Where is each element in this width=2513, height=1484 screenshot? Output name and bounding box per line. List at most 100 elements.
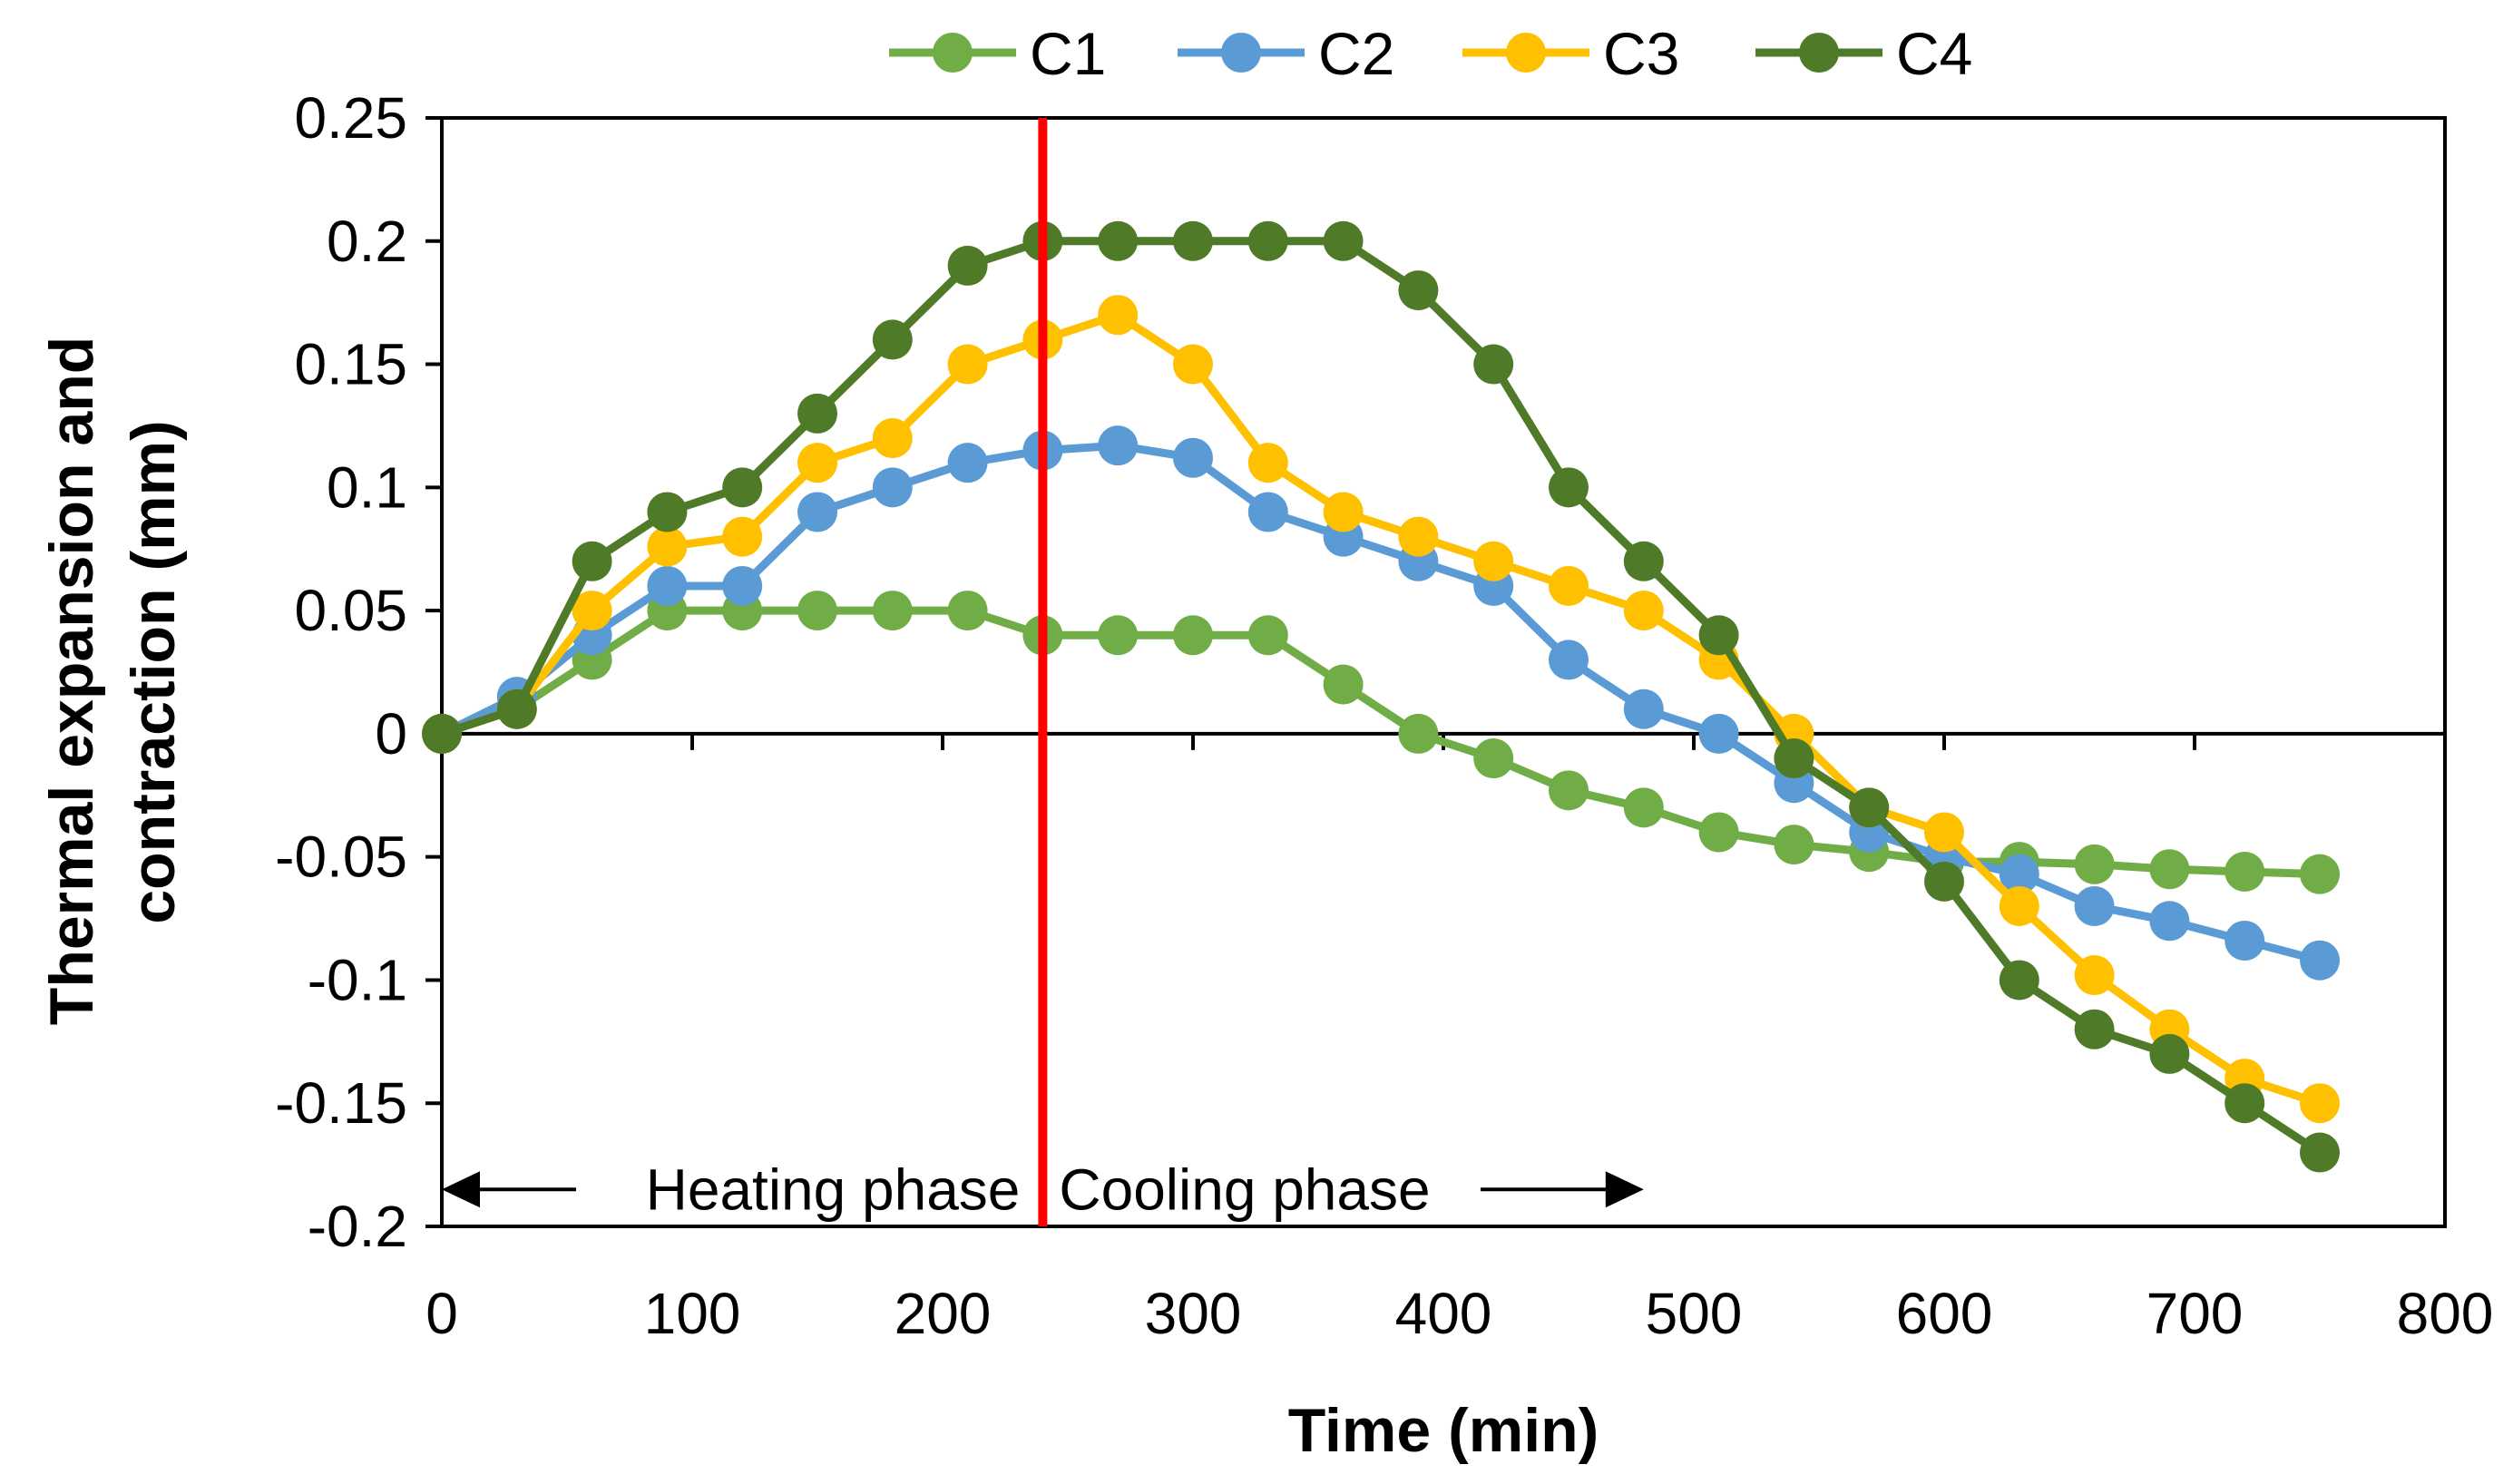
x-tick-label: 0 — [425, 1281, 458, 1346]
data-point — [2000, 960, 2039, 1000]
x-tick-label: 600 — [1896, 1281, 1993, 1346]
data-point — [2149, 901, 2189, 941]
y-axis-title: Thermal expansion and contraction (mm) — [37, 319, 188, 1025]
y-tick-label: 0 — [375, 701, 407, 766]
data-point — [2075, 886, 2115, 926]
legend-label: C1 — [1030, 20, 1106, 87]
heating-arrow-head — [442, 1171, 480, 1207]
data-point — [1699, 615, 1739, 655]
y-tick-label: 0.2 — [327, 209, 407, 274]
heating-phase-label: Heating phase — [646, 1157, 1021, 1222]
data-point — [2300, 1083, 2340, 1123]
data-point — [797, 443, 837, 483]
data-point — [1248, 615, 1288, 655]
data-point — [497, 689, 537, 729]
series-line-c4 — [442, 241, 2320, 1153]
data-point — [1774, 825, 1814, 864]
data-point — [1473, 542, 1513, 581]
y-tick-label: -0.2 — [308, 1194, 407, 1259]
y-tick-label: 0.05 — [294, 578, 407, 643]
data-point — [1173, 615, 1213, 655]
data-point — [1699, 714, 1739, 754]
data-point — [1849, 787, 1889, 827]
legend-swatch-marker — [1799, 33, 1839, 73]
y-tick-label: -0.1 — [308, 947, 407, 1012]
data-point — [572, 542, 612, 581]
data-point — [1398, 517, 1438, 557]
data-point — [1324, 492, 1364, 532]
data-point — [1549, 566, 1589, 606]
y-tick-label: -0.05 — [275, 825, 407, 890]
data-point — [1624, 542, 1664, 581]
cooling-arrow-head — [1606, 1171, 1644, 1207]
x-tick-label: 100 — [644, 1281, 741, 1346]
legend-entry-c1: C1 — [889, 20, 1106, 87]
data-point — [797, 394, 837, 434]
legend: C1 C2 C3 C4 — [889, 20, 1972, 87]
legend-label: C2 — [1318, 20, 1394, 87]
data-point — [647, 492, 687, 532]
data-point — [1173, 345, 1213, 385]
legend-swatch-marker — [933, 33, 973, 73]
data-point — [2000, 886, 2039, 926]
data-point — [2225, 921, 2264, 961]
y-tick-label: 0.1 — [327, 454, 407, 520]
data-point — [797, 492, 837, 532]
y-axis-title-line-2: contraction (mm) — [119, 420, 188, 923]
series-layer — [422, 221, 2340, 1173]
y-axis-title-line-1: Thermal expansion and — [37, 337, 106, 1026]
data-point — [647, 566, 687, 606]
data-point — [2149, 849, 2189, 889]
data-point — [948, 591, 988, 630]
data-point — [1774, 738, 1814, 778]
data-point — [422, 714, 462, 754]
data-point — [2225, 852, 2264, 892]
x-tick-label: 500 — [1646, 1281, 1743, 1346]
legend-entry-c2: C2 — [1178, 20, 1394, 87]
legend-swatch-marker — [1506, 33, 1546, 73]
legend-swatch-marker — [1221, 33, 1261, 73]
data-point — [1699, 813, 1739, 853]
plot-area — [442, 118, 2445, 1226]
data-point — [873, 319, 913, 359]
data-point — [2075, 1010, 2115, 1050]
data-point — [1098, 615, 1138, 655]
series-c2 — [422, 425, 2340, 981]
data-point — [1924, 813, 1964, 853]
series-c1 — [422, 591, 2340, 894]
data-point — [2075, 845, 2115, 884]
x-tick-label: 300 — [1145, 1281, 1242, 1346]
data-point — [1473, 345, 1513, 385]
data-point — [1624, 591, 1664, 630]
data-point — [1173, 438, 1213, 478]
data-point — [1549, 639, 1589, 679]
data-point — [1248, 221, 1288, 261]
data-point — [1924, 862, 1964, 902]
data-point — [873, 418, 913, 458]
data-point — [1098, 295, 1138, 335]
data-point — [1248, 443, 1288, 483]
y-tick-label: 0.25 — [294, 85, 407, 151]
data-point — [1324, 665, 1364, 705]
x-tick-label: 400 — [1395, 1281, 1492, 1346]
data-point — [722, 517, 762, 557]
data-point — [722, 566, 762, 606]
data-point — [2300, 854, 2340, 894]
x-tick-label: 800 — [2397, 1281, 2494, 1346]
legend-label: C4 — [1896, 20, 1972, 87]
data-point — [2225, 1083, 2264, 1123]
legend-entry-c4: C4 — [1755, 20, 1972, 87]
y-tick-label: -0.15 — [275, 1070, 407, 1136]
data-point — [873, 467, 913, 507]
y-tick-label: 0.15 — [294, 332, 407, 397]
legend-label: C3 — [1603, 20, 1679, 87]
x-tick-label: 700 — [2146, 1281, 2244, 1346]
data-point — [722, 467, 762, 507]
data-point — [873, 591, 913, 630]
data-point — [797, 591, 837, 630]
data-point — [1624, 787, 1664, 827]
series-c4 — [422, 221, 2340, 1173]
data-point — [1248, 492, 1288, 532]
data-point — [948, 345, 988, 385]
